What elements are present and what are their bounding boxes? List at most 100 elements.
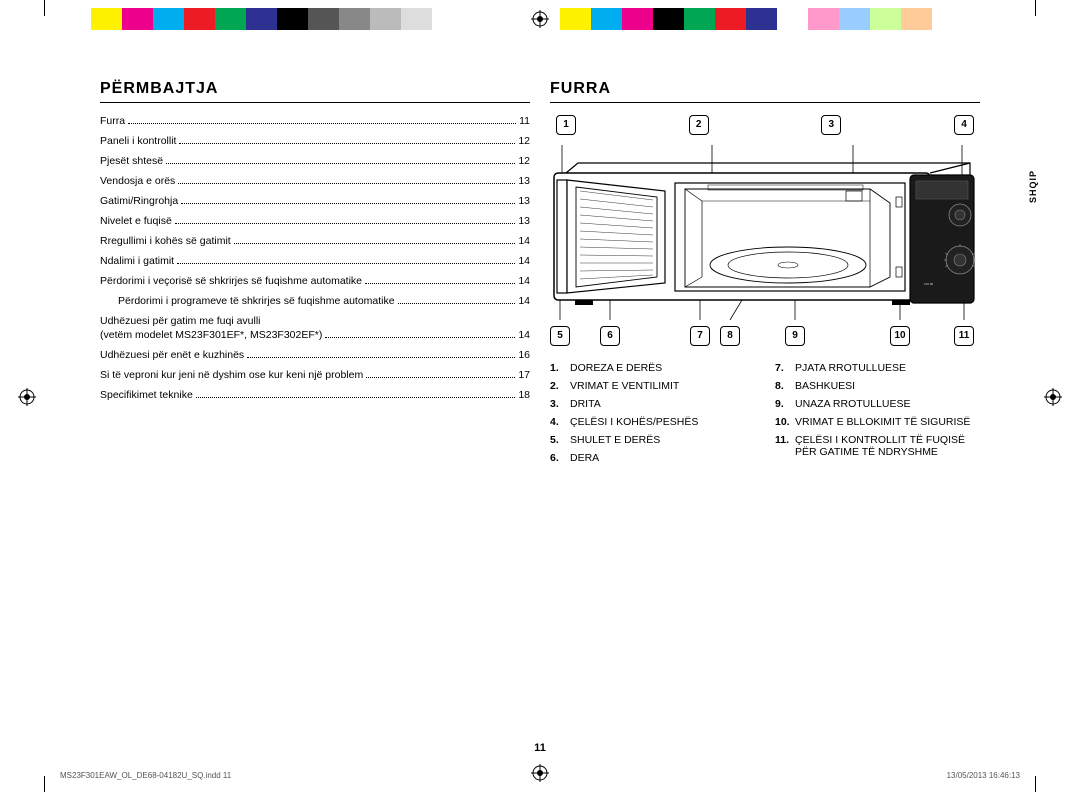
toc-dots xyxy=(247,357,515,358)
color-swatch xyxy=(560,8,591,30)
part-number: 3. xyxy=(550,398,570,410)
color-swatch xyxy=(184,8,215,30)
color-bar-left xyxy=(60,8,432,30)
toc-page: 12 xyxy=(518,155,530,167)
part-label: VRIMAT E VENTILIMIT xyxy=(570,380,755,392)
footer-timestamp: 13/05/2013 16:46:13 xyxy=(947,771,1020,780)
toc-entry: Specifikimet teknike18 xyxy=(100,389,530,401)
toc-label: Përdorimi i programeve të shkrirjes së f… xyxy=(118,295,395,307)
toc-label: (vetëm modelet MS23F301EF*, MS23F302EF*) xyxy=(100,329,322,341)
color-swatch xyxy=(370,8,401,30)
toc-dots xyxy=(365,283,515,284)
color-swatch xyxy=(401,8,432,30)
toc-label: Paneli i kontrollit xyxy=(100,135,176,147)
part-label: UNAZA RROTULLUESE xyxy=(795,398,980,410)
toc-label: Vendosja e orës xyxy=(100,175,175,187)
callouts-top-row: 1234 xyxy=(550,115,980,135)
callout-number: 2 xyxy=(689,115,709,135)
part-item: 11.ÇELËSI I KONTROLLIT TË FUQISË PËR GAT… xyxy=(775,434,980,458)
toc-page: 13 xyxy=(518,215,530,227)
toc-dots xyxy=(234,243,516,244)
toc-dots xyxy=(181,203,515,204)
toc-label: Gatimi/Ringrohja xyxy=(100,195,178,207)
right-column: FURRA 1234 xyxy=(550,80,980,470)
part-item: 6.DERA xyxy=(550,452,755,464)
part-number: 2. xyxy=(550,380,570,392)
part-label: DOREZA E DERËS xyxy=(570,362,755,374)
toc-entry: Pjesët shtesë 12 xyxy=(100,155,530,167)
toc-page: 11 xyxy=(519,115,530,127)
color-swatch xyxy=(60,8,91,30)
toc-page: 13 xyxy=(518,195,530,207)
footer: MS23F301EAW_OL_DE68-04182U_SQ.indd 11 13… xyxy=(60,771,1020,780)
color-swatch xyxy=(870,8,901,30)
color-swatch xyxy=(339,8,370,30)
toc-dots xyxy=(175,223,516,224)
toc-entry: Përdorimi i programeve të shkrirjes së f… xyxy=(100,295,530,307)
part-item: 2.VRIMAT E VENTILIMIT xyxy=(550,380,755,392)
toc-entry: Udhëzuesi për gatim me fuqi avulli xyxy=(100,315,530,327)
toc-dots xyxy=(366,377,515,378)
callout-number: 5 xyxy=(550,326,570,346)
color-swatch xyxy=(277,8,308,30)
color-swatch xyxy=(308,8,339,30)
toc-page: 14 xyxy=(518,255,530,267)
part-item: 1.DOREZA E DERËS xyxy=(550,362,755,374)
color-swatch xyxy=(122,8,153,30)
part-number: 10. xyxy=(775,416,795,428)
crop-mark xyxy=(1035,776,1036,792)
part-item: 4.ÇELËSI I KOHËS/PESHËS xyxy=(550,416,755,428)
toc-page: 12 xyxy=(518,135,530,147)
toc-label: Nivelet e fuqisë xyxy=(100,215,172,227)
part-number: 4. xyxy=(550,416,570,428)
part-item: 9.UNAZA RROTULLUESE xyxy=(775,398,980,410)
toc-entry: Furra11 xyxy=(100,115,530,127)
part-label: SHULET E DERËS xyxy=(570,434,755,446)
color-swatch xyxy=(777,8,808,30)
crop-mark xyxy=(44,776,45,792)
callout-number: 8 xyxy=(720,326,740,346)
svg-text:100 80: 100 80 xyxy=(924,282,934,286)
part-item: 8.BASHKUESI xyxy=(775,380,980,392)
page-content: PËRMBAJTJA Furra11Paneli i kontrollit12P… xyxy=(100,80,980,470)
toc-page: 14 xyxy=(518,275,530,287)
toc-page: 17 xyxy=(518,369,530,381)
toc-entry: Gatimi/Ringrohja 13 xyxy=(100,195,530,207)
microwave-diagram: 100 80 xyxy=(550,145,980,320)
crop-mark xyxy=(1035,0,1036,16)
part-number: 5. xyxy=(550,434,570,446)
part-item: 3.DRITA xyxy=(550,398,755,410)
toc-dots xyxy=(179,143,515,144)
toc-label: Pjesët shtesë xyxy=(100,155,163,167)
left-column: PËRMBAJTJA Furra11Paneli i kontrollit12P… xyxy=(100,80,530,470)
part-number: 1. xyxy=(550,362,570,374)
toc-page: 14 xyxy=(518,235,530,247)
part-label: DRITA xyxy=(570,398,755,410)
color-swatch xyxy=(901,8,932,30)
toc-label: Specifikimet teknike xyxy=(100,389,193,401)
part-number: 11. xyxy=(775,434,795,446)
toc-label: Udhëzuesi për enët e kuzhinës xyxy=(100,349,244,361)
toc-entry: Vendosja e orës13 xyxy=(100,175,530,187)
toc-title: PËRMBAJTJA xyxy=(100,80,530,103)
color-swatch xyxy=(839,8,870,30)
toc-label: Rregullimi i kohës së gatimit xyxy=(100,235,231,247)
parts-col-left: 1.DOREZA E DERËS2.VRIMAT E VENTILIMIT3.D… xyxy=(550,362,755,470)
toc-entry: Paneli i kontrollit 12 xyxy=(100,135,530,147)
color-swatch xyxy=(91,8,122,30)
toc-page: 14 xyxy=(518,329,530,341)
registration-right xyxy=(1044,388,1062,406)
toc-label: Ndalimi i gatimit xyxy=(100,255,174,267)
parts-legend: 1.DOREZA E DERËS2.VRIMAT E VENTILIMIT3.D… xyxy=(550,362,980,470)
part-item: 10.VRIMAT E BLLOKIMIT TË SIGURISË xyxy=(775,416,980,428)
color-bar-right xyxy=(560,8,932,30)
color-swatch xyxy=(653,8,684,30)
toc-dots xyxy=(196,397,516,398)
color-swatch xyxy=(684,8,715,30)
toc-entry: (vetëm modelet MS23F301EF*, MS23F302EF*)… xyxy=(100,329,530,341)
part-label: ÇELËSI I KOHËS/PESHËS xyxy=(570,416,755,428)
toc-dots xyxy=(325,337,515,338)
toc-page: 16 xyxy=(518,349,530,361)
toc-list: Furra11Paneli i kontrollit12Pjesët shtes… xyxy=(100,115,530,401)
toc-label: Si të veproni kur jeni në dyshim ose kur… xyxy=(100,369,363,381)
